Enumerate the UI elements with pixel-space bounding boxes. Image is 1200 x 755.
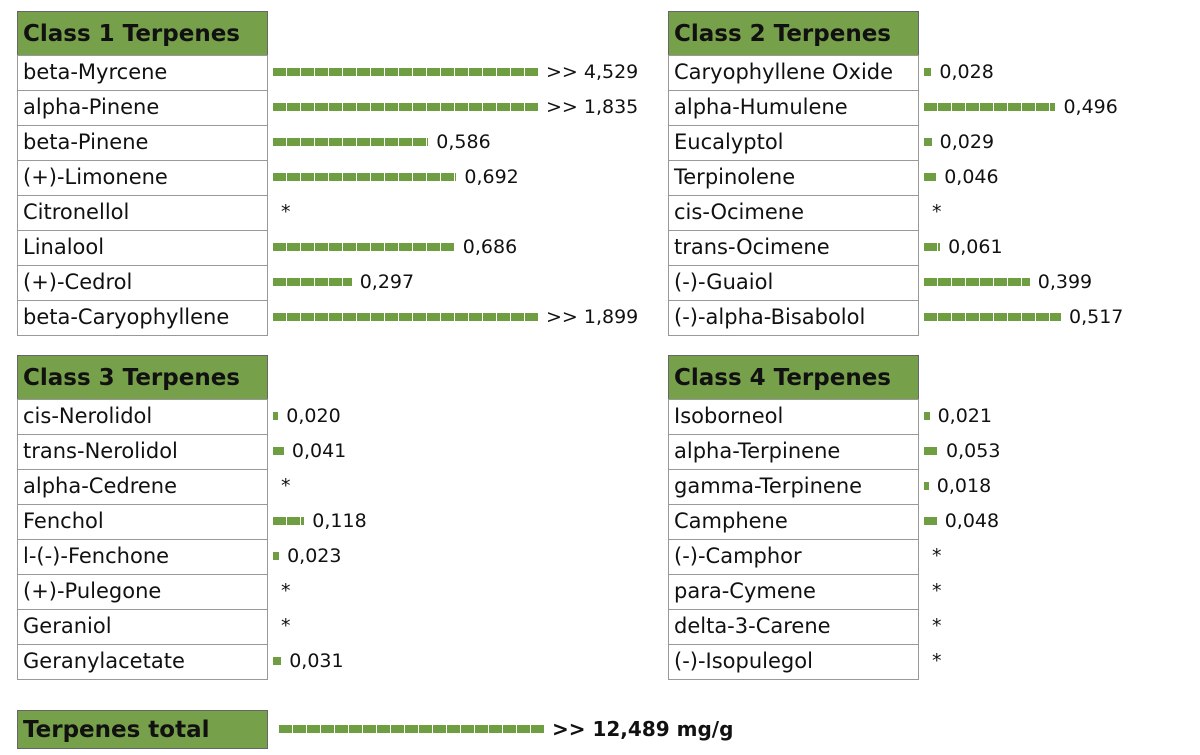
bar <box>924 412 930 420</box>
table-header: Class 1 Terpenes <box>17 11 268 56</box>
row-name: beta-Myrcene <box>17 55 268 91</box>
row-name: beta-Pinene <box>17 125 268 161</box>
value-label: * <box>932 650 942 672</box>
bar <box>273 657 282 665</box>
bar <box>279 725 544 733</box>
bar <box>273 138 429 146</box>
value-label: * <box>281 580 291 602</box>
row-name: alpha-Humulene <box>668 90 919 126</box>
row-name: (-)-Guaiol <box>668 265 919 301</box>
row-name: (+)-Pulegone <box>17 574 268 610</box>
bar <box>924 138 932 146</box>
bar <box>924 173 937 181</box>
row-name: alpha-Terpinene <box>668 434 919 470</box>
value-label: * <box>281 475 291 497</box>
row-name: (-)-Camphor <box>668 539 919 575</box>
value-label: 0,399 <box>1037 271 1093 293</box>
bar <box>273 552 280 560</box>
row-name: trans-Nerolidol <box>17 434 268 470</box>
row-name: alpha-Cedrene <box>17 469 268 505</box>
row-name: Isoborneol <box>668 399 919 435</box>
bar <box>273 517 305 525</box>
value-label: >> 1,899 <box>546 306 639 328</box>
bar <box>924 447 939 455</box>
row-name: gamma-Terpinene <box>668 469 919 505</box>
bar <box>924 243 941 251</box>
value-label: 0,018 <box>936 475 992 497</box>
bar <box>273 173 457 181</box>
value-label: 0,297 <box>359 271 415 293</box>
value-label: * <box>281 201 291 223</box>
row-name: cis-Nerolidol <box>17 399 268 435</box>
row-name: para-Cymene <box>668 574 919 610</box>
row-name: Linalool <box>17 230 268 266</box>
value-label: 0,046 <box>944 166 999 188</box>
table-header: Class 3 Terpenes <box>17 355 268 400</box>
bar <box>273 243 455 251</box>
bar <box>273 68 538 76</box>
value-label: 0,041 <box>291 440 347 462</box>
row-name: alpha-Pinene <box>17 90 268 126</box>
row-name: Geranylacetate <box>17 644 268 680</box>
value-label: >> 1,835 <box>546 96 639 118</box>
total-header: Terpenes total <box>17 710 268 749</box>
bar <box>273 103 538 111</box>
bar <box>924 68 932 76</box>
bar <box>273 447 284 455</box>
value-label: 0,586 <box>436 131 491 153</box>
value-label: >> 12,489 mg/g <box>552 717 734 741</box>
row-name: Camphene <box>668 504 919 540</box>
bar <box>273 313 538 321</box>
bar <box>924 517 937 525</box>
value-label: * <box>932 615 942 637</box>
bar <box>924 313 1061 321</box>
row-name: Caryophyllene Oxide <box>668 55 919 91</box>
value-label: 0,029 <box>939 131 995 153</box>
row-name: (+)-Cedrol <box>17 265 268 301</box>
value-label: * <box>932 545 942 567</box>
value-label: 0,686 <box>462 236 518 258</box>
value-label: 0,023 <box>287 545 342 567</box>
bar <box>924 278 1030 286</box>
value-label: >> 4,529 <box>546 61 639 83</box>
row-name: delta-3-Carene <box>668 609 919 645</box>
value-label: * <box>281 615 291 637</box>
bar <box>273 278 352 286</box>
value-label: 0,020 <box>286 405 341 427</box>
value-label: 0,517 <box>1069 306 1124 328</box>
row-name: Eucalyptol <box>668 125 919 161</box>
value-label: 0,031 <box>289 650 344 672</box>
row-name: trans-Ocimene <box>668 230 919 266</box>
row-name: Terpinolene <box>668 160 919 196</box>
value-label: 0,021 <box>937 405 992 427</box>
value-label: * <box>932 201 942 223</box>
value-label: 0,496 <box>1063 96 1118 118</box>
bar <box>924 482 929 490</box>
row-name: cis-Ocimene <box>668 195 919 231</box>
table-header: Class 2 Terpenes <box>668 11 919 56</box>
table-header: Class 4 Terpenes <box>668 355 919 400</box>
row-name: Fenchol <box>17 504 268 540</box>
value-label: 0,028 <box>939 61 994 83</box>
row-name: (-)-Isopulegol <box>668 644 919 680</box>
bar <box>924 103 1056 111</box>
value-label: 0,118 <box>312 510 367 532</box>
value-label: 0,061 <box>948 236 1003 258</box>
row-name: Citronellol <box>17 195 268 231</box>
value-label: * <box>932 580 942 602</box>
row-name: Geraniol <box>17 609 268 645</box>
row-name: (+)-Limonene <box>17 160 268 196</box>
bar <box>273 412 279 420</box>
value-label: 0,048 <box>944 510 1000 532</box>
row-name: beta-Caryophyllene <box>17 300 268 336</box>
row-name: (-)-alpha-Bisabolol <box>668 300 919 336</box>
value-label: 0,692 <box>464 166 519 188</box>
value-label: 0,053 <box>946 440 1001 462</box>
row-name: l-(-)-Fenchone <box>17 539 268 575</box>
